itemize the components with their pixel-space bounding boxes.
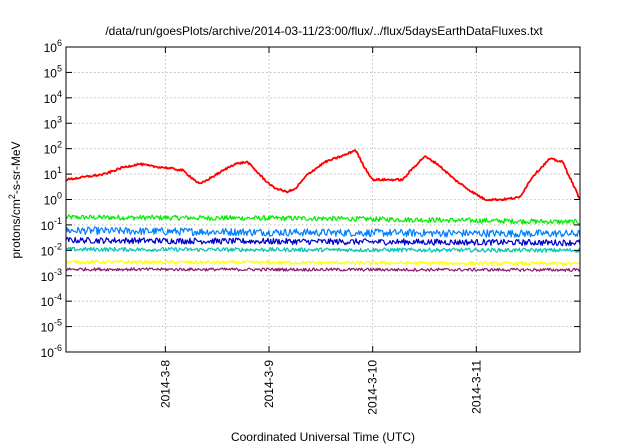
y-tick-label-exponent: 0 [57,191,62,201]
y-axis: 10-610-510-410-310-210-11001011021031041… [41,38,580,360]
y-tick-label-base: 10 [44,92,58,106]
y-tick-label: 10-5 [41,318,62,335]
y-tick-label: 102 [44,140,62,157]
y-tick-label: 10-4 [41,292,62,309]
y-tick-label: 10-6 [41,343,62,360]
x-axis-label: Coordinated Universal Time (UTC) [231,430,415,444]
x-tick-label: 2014-3-11 [469,360,483,414]
series-line-6 [65,267,581,272]
x-tick-label: 2014-3-9 [262,360,276,408]
y-tick-label-exponent: -3 [54,267,62,277]
y-axis-label: protons/cm2-s-sr-MeV [7,141,23,258]
y-tick-label: 10-1 [41,216,62,233]
y-tick-label-exponent: 3 [57,114,62,124]
y-tick-label: 103 [44,114,62,131]
y-tick-label-exponent: 1 [57,165,62,175]
chart-title: /data/run/goesPlots/archive/2014-03-11/2… [105,24,543,38]
y-tick-label-base: 10 [41,321,55,335]
y-tick-label-base: 10 [41,295,55,309]
y-tick-label-base: 10 [41,346,55,360]
y-tick-label-base: 10 [41,270,55,284]
y-tick-label-exponent: 2 [57,140,62,150]
y-tick-label-exponent: -4 [54,292,62,302]
y-tick-label-exponent: 4 [57,89,62,99]
y-tick-label-base: 10 [44,66,58,80]
y-tick-label-base: 10 [44,168,58,182]
y-tick-label: 101 [44,165,62,182]
series-line-1 [65,214,581,225]
y-tick-label: 10-3 [41,267,62,284]
y-tick-label: 105 [44,63,62,80]
y-tick-label-base: 10 [44,41,58,55]
y-tick-label-base: 10 [44,143,58,157]
series-line-4 [65,246,581,253]
series-line-2 [65,226,581,238]
series-line-0 [65,149,581,202]
y-tick-label: 10-2 [41,241,62,258]
y-tick-label: 104 [44,89,62,106]
y-tick-label-base: 10 [44,117,58,131]
x-tick-label: 2014-3-10 [366,360,380,415]
y-tick-label-base: 10 [41,219,55,233]
y-tick-label-base: 10 [44,194,58,208]
y-tick-label-exponent: -5 [54,318,62,328]
y-tick-label-base: 10 [41,244,55,258]
y-tick-label-exponent: 6 [57,38,62,48]
y-tick-label-exponent: 5 [57,63,62,73]
y-tick-label-exponent: -1 [54,216,62,226]
y-tick-label: 106 [44,38,62,55]
x-axis: 2014-3-8 2014-3-9 2014-3-10 2014-3-11 [158,47,483,415]
y-tick-label-exponent: -2 [54,241,62,251]
series-line-5 [65,259,581,266]
x-tick-label: 2014-3-8 [158,360,172,408]
y-tick-label: 100 [44,191,62,208]
y-tick-label-exponent: -6 [54,343,62,353]
series-line-3 [65,236,581,247]
series-group [65,149,581,272]
